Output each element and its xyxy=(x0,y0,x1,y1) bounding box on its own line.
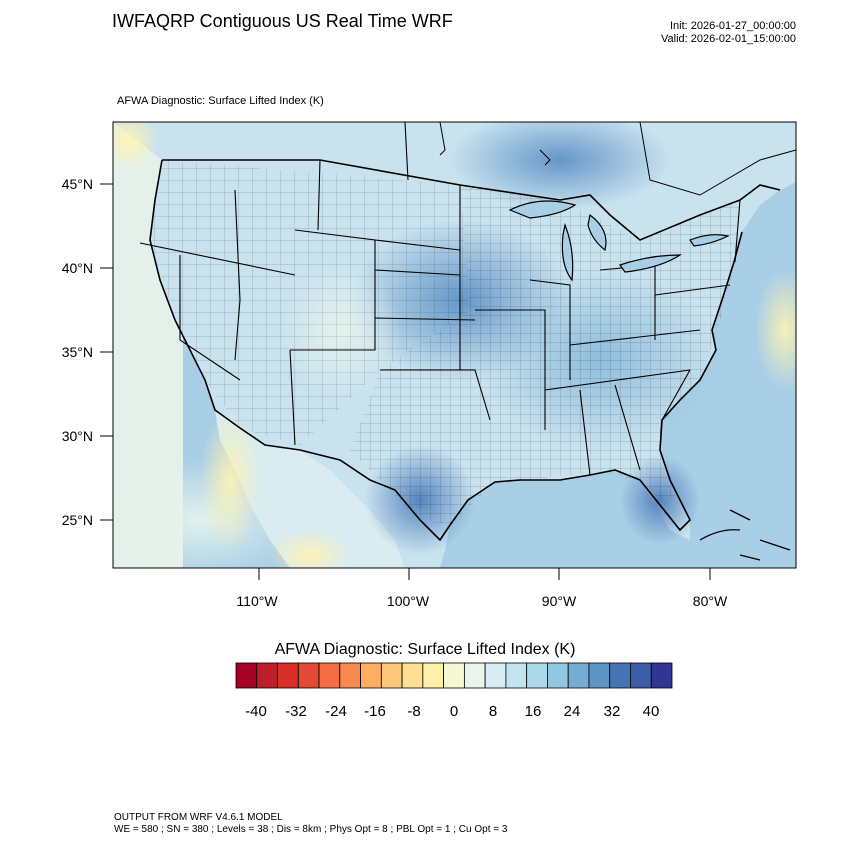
lat-ticks xyxy=(100,183,113,521)
init-time: Init: 2026-01-27_00:00:00 xyxy=(670,20,796,32)
canada-field xyxy=(450,122,670,210)
page-title: IWFAQRP Contiguous US Real Time WRF xyxy=(112,11,453,31)
colorbar-swatch xyxy=(256,662,278,689)
map-field xyxy=(113,122,796,568)
colorbar-swatch xyxy=(463,662,486,689)
pacific-nw-warm-field xyxy=(113,122,160,170)
lon-label: 90°W xyxy=(542,593,577,609)
lon-label: 80°W xyxy=(693,593,728,609)
colorbar-swatch xyxy=(505,662,528,689)
state-lines xyxy=(139,122,741,476)
valid-time: Valid: 2026-02-01_15:00:00 xyxy=(661,33,796,45)
colorbar-swatch xyxy=(567,662,590,689)
colorbar-tick-label: 32 xyxy=(603,703,621,720)
colorbar-tick-label: 24 xyxy=(563,703,581,720)
colorbar-swatch xyxy=(277,662,299,689)
us-border xyxy=(149,159,781,542)
lat-label: 35°N xyxy=(62,344,93,360)
lon-label: 100°W xyxy=(387,593,430,609)
colorbar-tick-label: -8 xyxy=(407,703,421,720)
colorbar-swatch xyxy=(484,662,507,689)
lat-label: 25°N xyxy=(62,512,93,528)
footer-options-line: WE = 580 ; SN = 380 ; Levels = 38 ; Dis … xyxy=(114,824,508,835)
colorbar-swatch xyxy=(297,662,320,689)
colorbar-tick-label: 8 xyxy=(488,703,498,720)
lat-label: 40°N xyxy=(62,260,93,276)
colorbar-tick-label: -16 xyxy=(364,703,386,720)
colorbar-swatch xyxy=(547,662,569,689)
great-lakes xyxy=(508,200,730,282)
colorbar-swatch xyxy=(650,662,673,689)
colorbar-tick-label: 0 xyxy=(449,703,459,720)
map-frame xyxy=(112,121,797,569)
lon-label: 110°W xyxy=(236,593,278,609)
map-subtitle: AFWA Diagnostic: Surface Lifted Index (K… xyxy=(117,95,324,107)
colorbar-swatch xyxy=(588,662,611,689)
colorbar-tick-label: 16 xyxy=(524,703,542,720)
colorbar-tick-label: 40 xyxy=(642,703,660,720)
colorbar-tick-label: -24 xyxy=(325,703,347,720)
caribbean-islands xyxy=(699,509,791,561)
colorbar-swatch xyxy=(380,662,403,689)
lon-ticks xyxy=(258,568,711,580)
colorbar-swatch xyxy=(318,662,341,689)
baja-warm-field xyxy=(200,410,260,550)
mexico-warm-field xyxy=(270,530,350,568)
colorbar-swatch xyxy=(401,662,424,689)
mexico-land xyxy=(215,410,405,568)
colorbar-swatch xyxy=(422,662,445,689)
colorbar-swatch xyxy=(339,662,361,689)
colorbar-tick-label: -32 xyxy=(285,703,307,720)
footer-model-line: OUTPUT FROM WRF V4.6.1 MODEL xyxy=(114,812,283,823)
colorbar-swatch xyxy=(235,662,258,689)
lat-label: 30°N xyxy=(62,428,93,444)
colorbar-tick-label: -40 xyxy=(245,703,267,720)
lat-label: 45°N xyxy=(62,176,93,192)
colorbar-swatch xyxy=(360,662,382,689)
canada-coast xyxy=(439,122,796,196)
colorbar-swatch xyxy=(630,662,652,689)
colorbar-swatch xyxy=(609,662,631,689)
colorbar-swatch xyxy=(443,662,465,689)
colorbar-title: AFWA Diagnostic: Surface Lifted Index (K… xyxy=(274,641,576,658)
atlantic-warm-field xyxy=(755,270,796,390)
colorbar-swatch xyxy=(526,662,548,689)
colorbar xyxy=(235,662,673,689)
